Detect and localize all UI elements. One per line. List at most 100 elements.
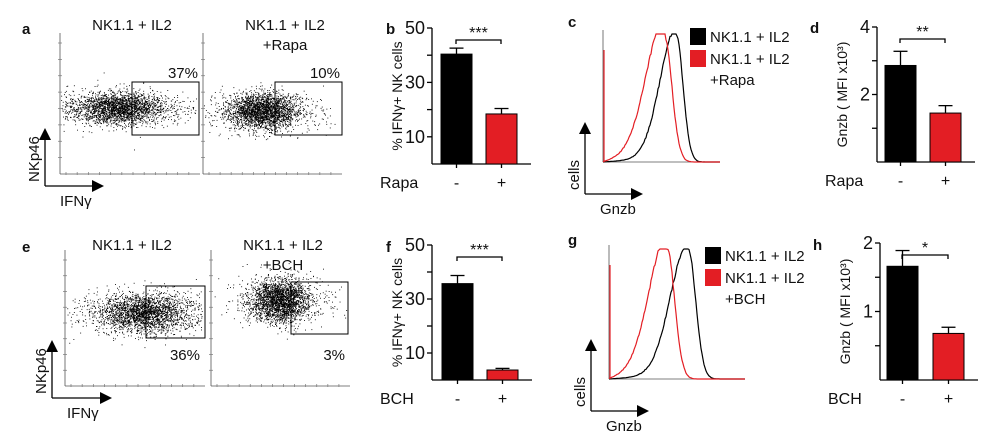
flow-event [99, 117, 101, 119]
flow-event [133, 98, 135, 100]
flow-event [277, 112, 279, 114]
flow-event [80, 101, 82, 103]
flow-event [151, 113, 153, 115]
flow-event [92, 93, 94, 94]
flow-event [243, 119, 244, 121]
flow-event [114, 115, 116, 117]
flow-event [101, 111, 103, 113]
flow-event [110, 93, 112, 95]
flow-event [134, 95, 136, 97]
flow-event [79, 104, 81, 106]
flow-event [246, 97, 248, 99]
flow-event [140, 108, 142, 110]
flow-event [174, 102, 176, 103]
flow-event [115, 109, 116, 111]
flow-event [167, 97, 169, 99]
flow-event [297, 114, 298, 115]
flow-event [106, 107, 108, 108]
flow-event [258, 101, 260, 103]
flow-event [87, 99, 89, 100]
flow-event [144, 106, 146, 108]
flow-event [113, 104, 114, 105]
flow-event [251, 129, 253, 130]
flow-event [327, 117, 329, 119]
flow-event [128, 103, 130, 104]
flow-event [218, 109, 220, 111]
flow-event [84, 100, 86, 102]
flow-event [251, 108, 253, 110]
flow-event [305, 94, 307, 95]
flow-event [103, 116, 105, 118]
flow-event [166, 125, 168, 127]
flow-event [269, 120, 271, 122]
flow-event [150, 104, 152, 106]
flow-event [271, 115, 272, 116]
flow-event [99, 91, 101, 93]
flow-event [118, 104, 120, 106]
flow-event [93, 106, 95, 108]
flow-event [66, 97, 67, 98]
flow-event [76, 117, 78, 118]
flow-event [90, 109, 92, 111]
flow-event [165, 98, 167, 100]
flow-event [98, 99, 100, 101]
flow-event [265, 107, 266, 109]
flow-event [135, 100, 137, 102]
flow-event [235, 104, 237, 106]
flow-event [258, 92, 260, 94]
flow-event [255, 130, 257, 131]
flow-event [260, 116, 261, 118]
flow-event [148, 110, 150, 112]
flow-event [230, 119, 232, 121]
flow-event [272, 106, 273, 108]
flow-event [263, 111, 265, 113]
flow-event [249, 99, 251, 101]
flow-event [133, 113, 134, 115]
flow-event [108, 107, 110, 109]
flow-event [140, 99, 142, 101]
flow-event [138, 116, 140, 118]
flow-event [280, 106, 282, 107]
flow-event [261, 110, 263, 112]
flow-event [290, 104, 291, 106]
flow-event [243, 113, 245, 114]
flow-event [138, 112, 139, 114]
flow-event [258, 99, 260, 101]
flow-event [233, 113, 234, 115]
flow-event [106, 118, 108, 120]
flow-event [268, 115, 270, 117]
flow-event [282, 98, 284, 100]
flow-event [116, 112, 118, 114]
flow-event [81, 108, 83, 110]
flow-event [239, 136, 241, 138]
flow-event [130, 127, 132, 129]
flow-event [242, 100, 243, 102]
flow-event [279, 120, 281, 121]
flow-event [135, 123, 137, 125]
flow-event [115, 97, 117, 99]
flow-event [85, 88, 86, 90]
flow-event [280, 130, 282, 132]
flow-event [289, 135, 291, 137]
flow-event [283, 106, 284, 108]
flow-event [88, 131, 90, 133]
flow-event [69, 102, 71, 103]
flow-event [137, 105, 138, 107]
flow-event [265, 107, 267, 109]
flow-event [245, 113, 247, 115]
flow-event [79, 119, 81, 121]
flow-event [129, 98, 131, 99]
flow-event [238, 116, 240, 117]
flow-event [284, 104, 286, 106]
flow-event [127, 111, 129, 113]
flow-event [185, 113, 186, 115]
flow-event [262, 122, 264, 124]
flow-event [278, 126, 279, 128]
flow-event [136, 117, 138, 119]
flow-event [164, 101, 166, 103]
flow-event [83, 97, 85, 98]
flow-event [264, 112, 265, 114]
flow-event [288, 110, 290, 112]
flow-event [160, 103, 161, 104]
flow-event [134, 149, 135, 151]
